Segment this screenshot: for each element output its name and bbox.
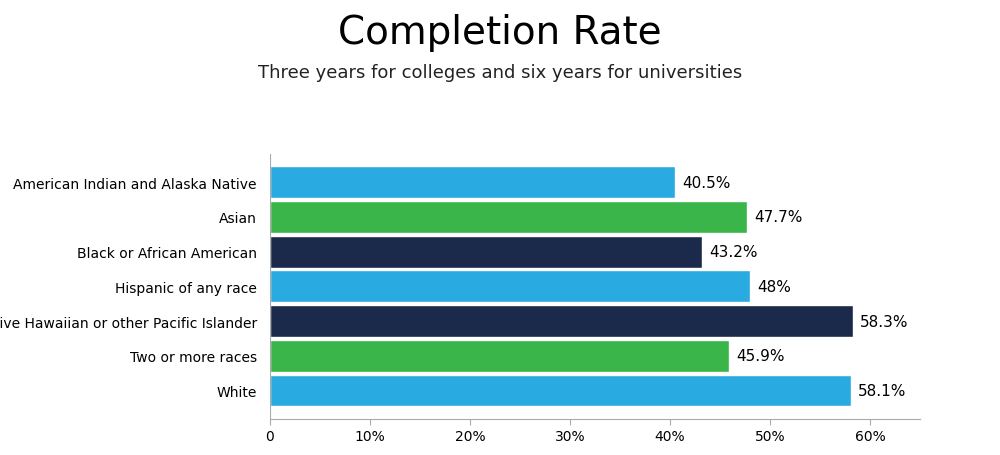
Text: 58.3%: 58.3%	[860, 314, 908, 329]
Bar	[270, 305, 853, 337]
Text: Three years for colleges and six years for universities: Three years for colleges and six years f…	[258, 64, 742, 81]
Bar	[270, 167, 675, 198]
Text: Completion Rate: Completion Rate	[338, 14, 662, 51]
Text: 40.5%: 40.5%	[682, 175, 730, 190]
Bar	[270, 340, 729, 372]
Bar	[270, 202, 747, 233]
Text: 48%: 48%	[757, 279, 791, 294]
Bar	[270, 236, 702, 268]
Bar	[270, 375, 851, 407]
Text: 45.9%: 45.9%	[736, 349, 784, 364]
Text: 47.7%: 47.7%	[754, 210, 802, 225]
Text: 43.2%: 43.2%	[709, 244, 758, 259]
Text: 58.1%: 58.1%	[858, 383, 906, 398]
Bar	[270, 271, 750, 303]
